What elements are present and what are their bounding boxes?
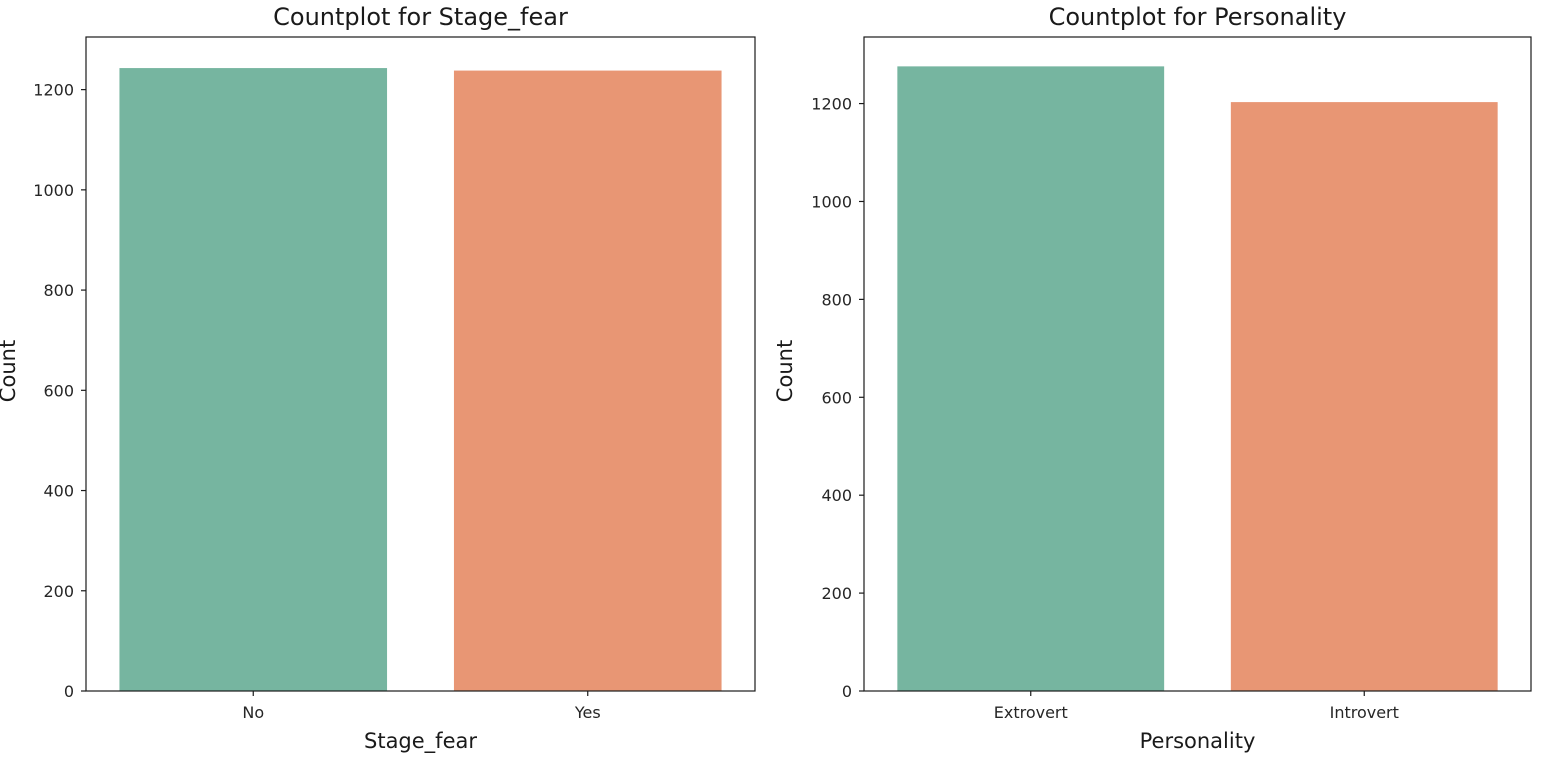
y-tick-label: 800 [821, 290, 852, 309]
y-tick-label: 1000 [811, 192, 852, 211]
x-axis-label: Personality [1140, 729, 1256, 753]
plot-frame [863, 36, 1532, 692]
y-tick-label: 200 [43, 582, 74, 601]
y-tick-label: 1200 [811, 95, 852, 114]
bar-no [119, 68, 388, 691]
y-tick-label: 400 [821, 486, 852, 505]
y-tick-label: 600 [821, 388, 852, 407]
chart-title: Countplot for Personality [1049, 3, 1347, 31]
y-tick-label: 800 [43, 281, 74, 300]
y-tick-label: 0 [64, 682, 74, 701]
plot-frame [85, 36, 756, 692]
y-tick-label: 1000 [33, 181, 74, 200]
bar-yes [453, 70, 722, 691]
x-tick-label: Introvert [1330, 703, 1399, 722]
x-tick-label: Yes [574, 703, 601, 722]
y-axis-label: Count [0, 340, 20, 402]
y-tick-label: 0 [842, 682, 852, 701]
bar-extrovert [897, 66, 1165, 691]
y-tick-label: 200 [821, 584, 852, 603]
chart-title: Countplot for Stage_fear [273, 3, 568, 31]
x-tick-label: No [242, 703, 264, 722]
y-axis-label: Count [773, 340, 797, 402]
y-tick-label: 1200 [33, 81, 74, 100]
bar-introvert [1230, 102, 1498, 692]
x-tick-label: Extrovert [994, 703, 1068, 722]
y-tick-label: 400 [43, 482, 74, 501]
x-axis-label: Stage_fear [364, 729, 477, 754]
y-tick-label: 600 [43, 381, 74, 400]
